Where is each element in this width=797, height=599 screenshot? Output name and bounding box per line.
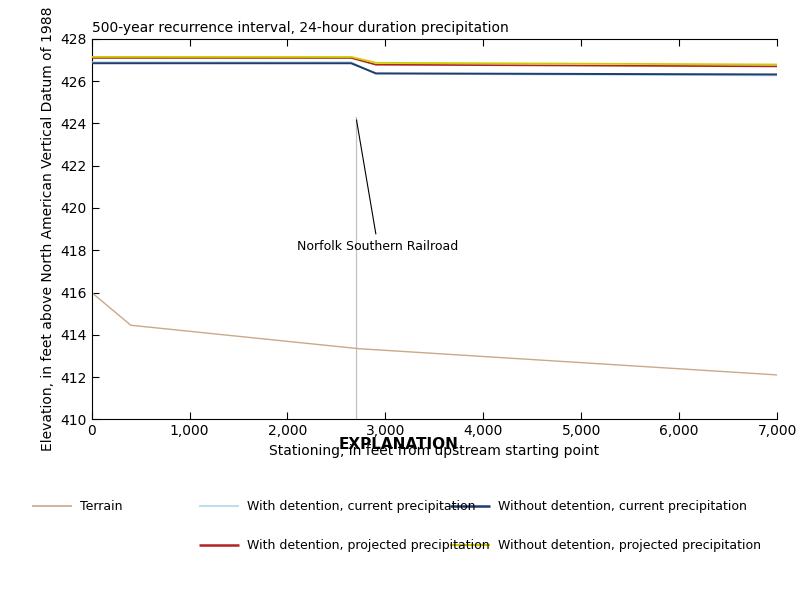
Text: Terrain: Terrain xyxy=(80,500,122,513)
Text: Norfolk Southern Railroad: Norfolk Southern Railroad xyxy=(297,120,458,253)
Text: Without detention, projected precipitation: Without detention, projected precipitati… xyxy=(498,539,761,552)
X-axis label: Stationing, in feet from upstream starting point: Stationing, in feet from upstream starti… xyxy=(269,444,599,458)
Y-axis label: Elevation, in feet above North American Vertical Datum of 1988: Elevation, in feet above North American … xyxy=(41,7,55,452)
Text: Without detention, current precipitation: Without detention, current precipitation xyxy=(498,500,747,513)
Text: With detention, current precipitation: With detention, current precipitation xyxy=(247,500,476,513)
Text: 500-year recurrence interval, 24-hour duration precipitation: 500-year recurrence interval, 24-hour du… xyxy=(92,21,508,35)
Text: With detention, projected precipitation: With detention, projected precipitation xyxy=(247,539,489,552)
Text: EXPLANATION: EXPLANATION xyxy=(339,437,458,452)
